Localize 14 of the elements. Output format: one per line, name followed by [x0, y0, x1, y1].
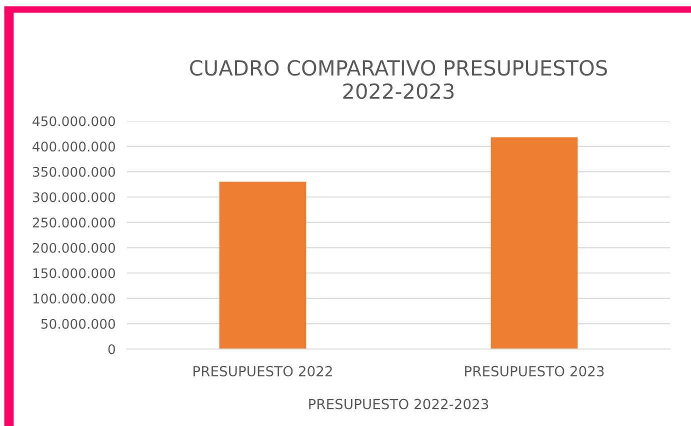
y-tick-label: 400.000.000	[32, 142, 116, 152]
chart-title: CUADRO COMPARATIVO PRESUPUESTOS 2022-2023	[190, 60, 607, 100]
y-tick-label: 0	[108, 344, 116, 354]
x-tick-label: PRESUPUESTO 2023	[465, 366, 604, 376]
y-tick-label: 100.000.000	[33, 294, 116, 304]
y-tick-label: 50.000.000	[41, 318, 116, 329]
y-tick-label: 350.000.000	[32, 166, 116, 177]
x-axis-title: PRESUPUESTO 2022-2023	[309, 398, 488, 410]
y-tick-label: 250.000.000	[32, 218, 116, 228]
y-tick-label: 150.000.000	[33, 268, 116, 278]
y-tick-label: 450.000.000	[32, 116, 116, 126]
y-tick-label: 300.000.000	[32, 192, 116, 202]
y-tick-label: 200.000.000	[32, 242, 116, 253]
x-tick-label: PRESUPUESTO 2022	[194, 366, 332, 376]
